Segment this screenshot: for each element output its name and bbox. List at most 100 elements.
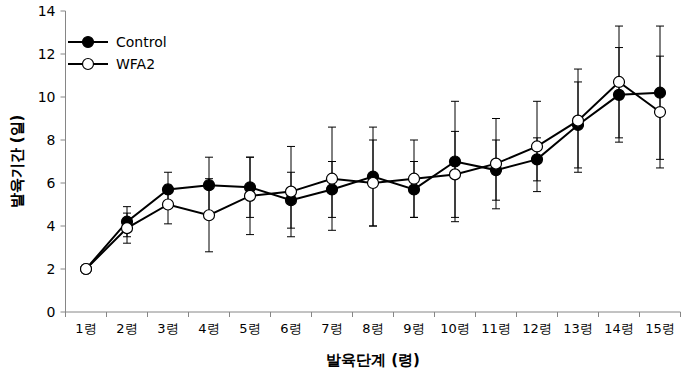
error-bar-cap [574,172,582,173]
y-tick [61,269,66,270]
point [204,210,215,221]
point [245,190,256,201]
error-bar-cap [410,217,418,218]
error-bar-cap [451,221,459,222]
x-tick [516,312,517,317]
y-tick [61,226,66,227]
point [286,186,297,197]
x-axis-title: 발육단계 (령) [326,351,420,369]
y-tick-label: 2 [47,261,56,277]
error-bar-cap [615,142,623,143]
point [122,223,133,234]
point [409,184,420,195]
y-tick-label: 12 [38,46,56,62]
x-tick [598,312,599,317]
point [163,199,174,210]
x-tick-label: 2령 [116,321,137,336]
error-bar-cap [123,213,131,214]
x-tick [106,312,107,317]
y-axis [65,11,66,312]
point [614,76,625,87]
x-tick-label: 10령 [440,321,470,336]
y-tick-label: 4 [47,218,56,234]
error-bar-cap [451,217,459,218]
y-tick [61,54,66,55]
point [655,87,666,98]
error-bar-cap [451,101,459,102]
error-bar-cap [246,234,254,235]
error-bar-cap [656,56,664,57]
x-tick-label: 11령 [481,321,511,336]
x-tick-label: 6령 [280,321,301,336]
error-bar-cap [369,140,377,141]
x-tick [229,312,230,317]
y-tick [61,11,66,12]
y-tick-label: 8 [47,132,56,148]
legend-marker [83,59,94,70]
x-tick-label: 14령 [604,321,634,336]
y-tick [61,97,66,98]
point [81,264,92,275]
x-tick [270,312,271,317]
x-tick [147,312,148,317]
x-tick-label: 5령 [239,321,260,336]
legend-label: Control [116,34,167,50]
point [450,169,461,180]
error-bar-cap [123,243,131,244]
point [409,173,420,184]
point [532,141,543,152]
error-bar-cap [533,101,541,102]
point [532,154,543,165]
x-tick [311,312,312,317]
error-bar-cap [615,137,623,138]
x-axis [66,312,681,313]
error-bar-cap [328,230,336,231]
x-tick-label: 4령 [198,321,219,336]
x-tick-label: 7령 [321,321,342,336]
point [81,264,92,275]
x-tick [188,312,189,317]
error-bar-cap [533,191,541,192]
error-bar-cap [369,226,377,227]
error-bar-cap [410,217,418,218]
point [327,173,338,184]
point [491,158,502,169]
error-bar-cap [328,127,336,128]
y-tick-label: 10 [38,89,56,105]
error-bar-cap [246,157,254,158]
y-axis-title: 발육기간 (일) [8,115,26,209]
point [573,115,584,126]
point [327,184,338,195]
error-bar-cap [205,157,213,158]
error-bar-cap [287,146,295,147]
plot-area [81,26,666,274]
error-bar-cap [205,251,213,252]
point [368,178,379,189]
y-tick-label: 0 [47,304,56,320]
point [450,156,461,167]
x-tick [557,312,558,317]
y-tick [61,183,66,184]
error-bar-cap [492,208,500,209]
error-bar-cap [615,26,623,27]
x-tick [352,312,353,317]
legend-marker [83,37,94,48]
y-tick [61,140,66,141]
y-tick-label: 14 [38,3,56,19]
x-tick [393,312,394,317]
error-bar-cap [164,223,172,224]
y-tick [61,312,66,313]
x-tick-label: 1령 [75,321,96,336]
x-tick [680,312,681,317]
x-tick-label: 9령 [403,321,424,336]
point [204,180,215,191]
x-tick-label: 15령 [645,321,675,336]
error-bar-cap [123,206,131,207]
x-tick-label: 12령 [522,321,552,336]
error-bar-cap [164,172,172,173]
x-tick [475,312,476,317]
error-bar-cap [410,140,418,141]
error-bar-cap [287,236,295,237]
x-tick [65,312,66,317]
chart: 024681012141령2령3령4령5령6령7령8령9령10령11령12령13… [0,0,681,379]
